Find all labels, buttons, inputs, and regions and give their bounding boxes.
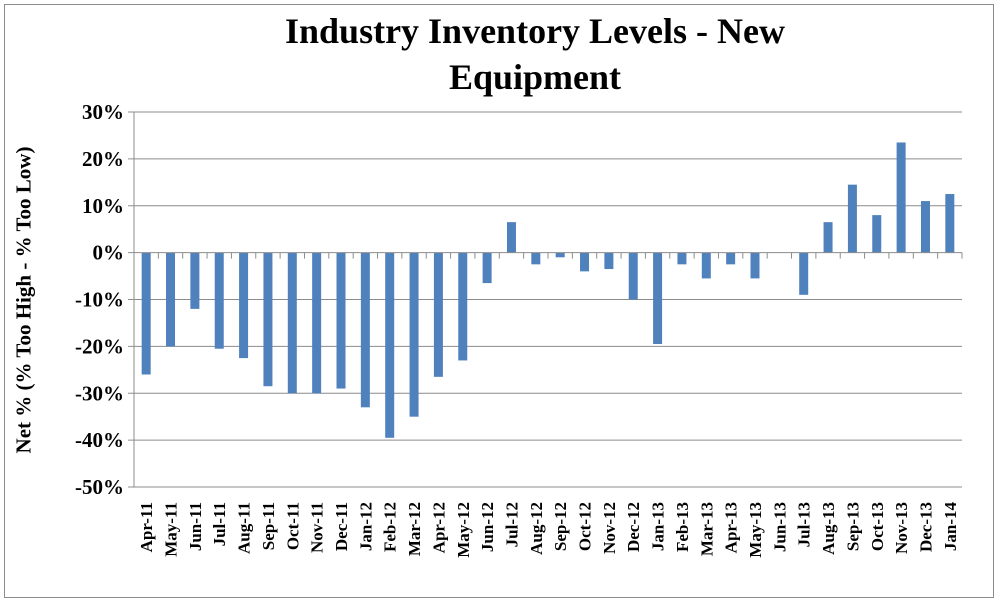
- bar: [214, 252, 224, 349]
- y-tick-label: 0%: [93, 241, 125, 265]
- x-tick-label: Sep-11: [259, 502, 278, 550]
- y-tick-label: -50%: [75, 475, 124, 499]
- x-tick-label: Dec-13: [916, 502, 935, 552]
- bar: [896, 142, 906, 253]
- bar: [458, 252, 468, 361]
- bar: [141, 252, 151, 375]
- x-tick-label: Aug-13: [819, 502, 838, 555]
- bar: [166, 252, 176, 347]
- bar: [847, 184, 857, 253]
- y-tick-label: -40%: [75, 428, 124, 452]
- x-tick-label: Nov-12: [600, 502, 619, 554]
- x-tick-label: May-11: [162, 502, 181, 557]
- x-tick-label: Mar-12: [405, 502, 424, 556]
- bar: [677, 252, 687, 265]
- bar: [580, 252, 590, 272]
- x-tick-label: Jan-12: [356, 502, 375, 551]
- bar: [482, 252, 492, 284]
- x-tick-label: Jun-11: [186, 502, 205, 551]
- x-tick-label: Dec-12: [624, 502, 643, 552]
- x-tick-label: Apr-12: [429, 502, 448, 553]
- chart-title-line-2: Equipment: [448, 57, 622, 97]
- bar: [726, 252, 736, 265]
- x-tick-label: Oct-13: [868, 502, 887, 551]
- bar: [360, 252, 370, 408]
- x-tick-label: May-13: [746, 502, 765, 558]
- bar: [263, 252, 273, 387]
- bar: [750, 252, 760, 279]
- x-tick-label: Aug-12: [527, 502, 546, 555]
- y-tick-label: 30%: [82, 100, 124, 124]
- x-tick-label: Dec-11: [332, 502, 351, 551]
- bar: [872, 215, 882, 253]
- x-tick-label: Apr-13: [722, 502, 741, 553]
- bar: [920, 201, 930, 253]
- x-tick-label: Aug-11: [235, 502, 254, 554]
- bar: [506, 222, 516, 253]
- x-tick-label: Mar-13: [697, 502, 716, 556]
- y-tick-label: -30%: [75, 381, 124, 405]
- x-tick-label: Oct-11: [283, 502, 302, 550]
- x-tick-label: Jan-14: [941, 502, 960, 552]
- x-tick-label: May-12: [454, 502, 473, 558]
- bar: [287, 252, 297, 394]
- bar: [190, 252, 200, 309]
- bar: [385, 252, 395, 438]
- x-tick-label: Feb-13: [673, 502, 692, 552]
- x-tick-label: Jun-12: [478, 502, 497, 552]
- x-tick-label: Oct-12: [576, 502, 595, 551]
- y-tick-label: -20%: [75, 334, 124, 358]
- x-tick-label: Jun-13: [770, 502, 789, 552]
- bar: [336, 252, 346, 389]
- x-tick-label: Apr-11: [137, 502, 156, 552]
- x-tick-label: Nov-11: [308, 502, 327, 553]
- x-tick-label: Jul-12: [502, 502, 521, 547]
- chart-title: Industry Inventory Levels - New Equipmen…: [0, 8, 1000, 100]
- bar: [239, 252, 249, 359]
- bar: [433, 252, 443, 377]
- x-tick-label: Jul-11: [210, 502, 229, 546]
- x-tick-label: Nov-13: [892, 502, 911, 554]
- bar: [799, 252, 809, 295]
- bar: [701, 252, 711, 279]
- y-tick-label: 20%: [82, 147, 124, 171]
- x-tick-label: Sep-13: [843, 502, 862, 551]
- bar: [628, 252, 638, 300]
- y-tick-label: -10%: [75, 288, 124, 312]
- x-tick-label: Feb-12: [381, 502, 400, 552]
- bar: [312, 252, 322, 394]
- bar: [823, 222, 833, 253]
- bar: [409, 252, 419, 417]
- bar: [945, 194, 955, 253]
- y-tick-label: 10%: [82, 194, 124, 218]
- chart-title-line-1: Industry Inventory Levels - New: [285, 11, 785, 51]
- x-tick-label: Jan-13: [649, 502, 668, 551]
- x-tick-label: Sep-12: [551, 502, 570, 551]
- bar: [653, 252, 663, 345]
- bar: [531, 252, 541, 265]
- x-tick-label: Jul-13: [795, 502, 814, 547]
- bar: [555, 252, 565, 258]
- bar: [604, 252, 614, 270]
